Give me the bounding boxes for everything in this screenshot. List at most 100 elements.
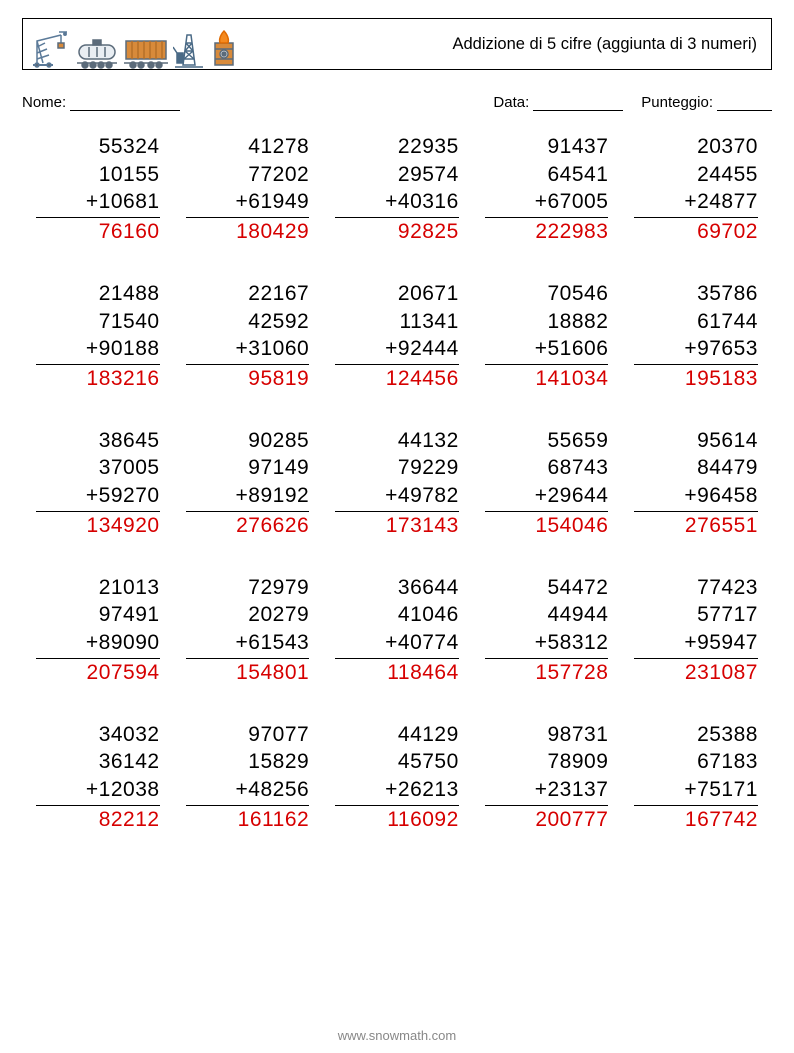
answer: 124456 <box>335 365 459 393</box>
addend-3: +26213 <box>335 776 459 806</box>
addend-1: 90285 <box>186 427 310 455</box>
addend-1: 34032 <box>36 721 160 749</box>
addend-3: +51606 <box>485 335 609 365</box>
answer: 141034 <box>485 365 609 393</box>
barrel-icon <box>209 29 239 69</box>
answer: 134920 <box>36 512 160 540</box>
answer: 276626 <box>186 512 310 540</box>
addend-3: +48256 <box>186 776 310 806</box>
addition-problem: 3578661744+97653195183 <box>634 280 758 393</box>
addend-3: +49782 <box>335 482 459 512</box>
addend-1: 72979 <box>186 574 310 602</box>
crane-icon <box>31 29 71 69</box>
addend-1: 20370 <box>634 133 758 161</box>
answer: 157728 <box>485 659 609 687</box>
answer: 92825 <box>335 218 459 246</box>
answer: 276551 <box>634 512 758 540</box>
addend-2: 24455 <box>634 161 758 189</box>
addition-problem: 9028597149+89192276626 <box>186 427 310 540</box>
name-blank[interactable] <box>70 94 180 111</box>
addend-1: 54472 <box>485 574 609 602</box>
addend-1: 91437 <box>485 133 609 161</box>
answer: 154046 <box>485 512 609 540</box>
addend-3: +75171 <box>634 776 758 806</box>
addition-problem: 9143764541+67005222983 <box>485 133 609 246</box>
addition-problem: 2101397491+89090207594 <box>36 574 160 687</box>
addend-2: 64541 <box>485 161 609 189</box>
addend-1: 55324 <box>36 133 160 161</box>
score-label: Punteggio: <box>641 94 713 111</box>
answer: 173143 <box>335 512 459 540</box>
addition-problem: 3403236142+1203882212 <box>36 721 160 834</box>
addend-1: 38645 <box>36 427 160 455</box>
addition-problem: 2067111341+92444124456 <box>335 280 459 393</box>
addend-1: 98731 <box>485 721 609 749</box>
addition-problem: 9561484479+96458276551 <box>634 427 758 540</box>
addend-1: 22167 <box>186 280 310 308</box>
addend-3: +67005 <box>485 188 609 218</box>
addition-problem: 2216742592+3106095819 <box>186 280 310 393</box>
addition-problem: 5565968743+29644154046 <box>485 427 609 540</box>
addition-problem: 5447244944+58312157728 <box>485 574 609 687</box>
addend-3: +10681 <box>36 188 160 218</box>
answer: 180429 <box>186 218 310 246</box>
addend-1: 22935 <box>335 133 459 161</box>
addend-2: 36142 <box>36 748 160 776</box>
addend-3: +90188 <box>36 335 160 365</box>
addend-2: 42592 <box>186 308 310 336</box>
addend-3: +40774 <box>335 629 459 659</box>
answer: 95819 <box>186 365 310 393</box>
addend-3: +61543 <box>186 629 310 659</box>
addition-problem: 7054618882+51606141034 <box>485 280 609 393</box>
addend-2: 15829 <box>186 748 310 776</box>
addend-2: 84479 <box>634 454 758 482</box>
addend-2: 71540 <box>36 308 160 336</box>
addend-3: +29644 <box>485 482 609 512</box>
addend-3: +97653 <box>634 335 758 365</box>
date-blank[interactable] <box>533 94 623 111</box>
addend-1: 36644 <box>335 574 459 602</box>
addend-2: 41046 <box>335 601 459 629</box>
addend-3: +40316 <box>335 188 459 218</box>
addend-2: 20279 <box>186 601 310 629</box>
footer: www.snowmath.com <box>0 1028 794 1043</box>
addend-3: +61949 <box>186 188 310 218</box>
addition-problem: 3664441046+40774118464 <box>335 574 459 687</box>
answer: 183216 <box>36 365 160 393</box>
answer: 200777 <box>485 806 609 834</box>
addend-1: 21488 <box>36 280 160 308</box>
addition-problem: 4127877202+61949180429 <box>186 133 310 246</box>
addition-problem: 9873178909+23137200777 <box>485 721 609 834</box>
addition-problem: 4412945750+26213116092 <box>335 721 459 834</box>
answer: 118464 <box>335 659 459 687</box>
addition-problem: 2148871540+90188183216 <box>36 280 160 393</box>
addend-2: 10155 <box>36 161 160 189</box>
addend-1: 25388 <box>634 721 758 749</box>
addend-3: +24877 <box>634 188 758 218</box>
answer: 231087 <box>634 659 758 687</box>
answer: 161162 <box>186 806 310 834</box>
boxcar-icon <box>123 33 169 69</box>
addend-3: +92444 <box>335 335 459 365</box>
answer: 222983 <box>485 218 609 246</box>
addend-1: 77423 <box>634 574 758 602</box>
addend-3: +96458 <box>634 482 758 512</box>
addend-1: 41278 <box>186 133 310 161</box>
addend-3: +59270 <box>36 482 160 512</box>
answer: 69702 <box>634 218 758 246</box>
addend-2: 78909 <box>485 748 609 776</box>
addition-problem: 9707715829+48256161162 <box>186 721 310 834</box>
addend-1: 44132 <box>335 427 459 455</box>
addend-2: 67183 <box>634 748 758 776</box>
addition-problem: 3864537005+59270134920 <box>36 427 160 540</box>
addend-1: 95614 <box>634 427 758 455</box>
addend-1: 97077 <box>186 721 310 749</box>
worksheet-title: Addizione di 5 cifre (aggiunta di 3 nume… <box>452 35 757 54</box>
name-label: Nome: <box>22 94 66 111</box>
score-blank[interactable] <box>717 94 772 111</box>
addition-problem: 7742357717+95947231087 <box>634 574 758 687</box>
addition-problem: 2293529574+4031692825 <box>335 133 459 246</box>
answer: 82212 <box>36 806 160 834</box>
answer: 116092 <box>335 806 459 834</box>
addition-problem: 2538867183+75171167742 <box>634 721 758 834</box>
